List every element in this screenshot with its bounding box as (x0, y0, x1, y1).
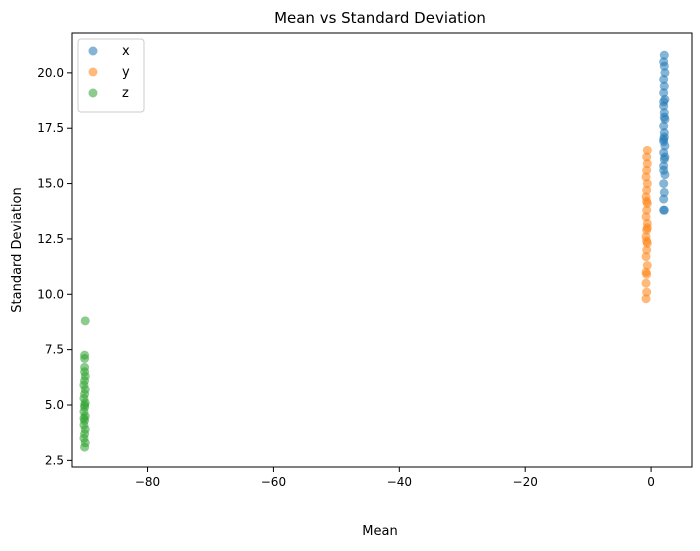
x-tick-label: 0 (647, 475, 655, 489)
series-z (79, 316, 90, 452)
data-point-y (642, 159, 652, 169)
x-tick-label: −80 (135, 475, 160, 489)
data-point-y (642, 245, 652, 255)
data-point-x (659, 57, 669, 67)
data-point-y (642, 205, 652, 215)
data-point-x (659, 187, 669, 197)
data-point-y (642, 185, 652, 195)
data-point-y (642, 236, 652, 246)
x-axis-label: Mean (362, 524, 397, 539)
y-tick-label: 12.5 (37, 232, 64, 246)
legend-marker-x (88, 46, 98, 56)
data-point-y (642, 196, 652, 206)
data-point-y (642, 165, 652, 175)
data-point-y (641, 172, 651, 182)
data-point-y (642, 179, 652, 189)
data-point-x (659, 132, 669, 142)
data-point-x (659, 165, 669, 175)
plot-frame (71, 32, 693, 468)
data-point-y (642, 145, 652, 155)
y-tick-label: 2.5 (45, 453, 64, 467)
y-axis-ticks: 2.5 5.0 7.5 10.0 12.5 15.0 17.5 20.0 (37, 66, 72, 467)
data-point-y (641, 252, 651, 262)
y-tick-label: 17.5 (37, 121, 64, 135)
data-point-y (642, 152, 652, 162)
data-point-x (660, 68, 670, 78)
legend: xyz (77, 38, 145, 113)
x-tick-label: −60 (261, 475, 286, 489)
data-point-x (659, 194, 669, 204)
data-point-y (641, 212, 651, 222)
y-tick-label: 15.0 (37, 177, 64, 191)
data-point-x (659, 81, 669, 91)
data-point-y (642, 223, 652, 233)
data-point-x (659, 121, 669, 131)
y-tick-label: 20.0 (37, 66, 64, 80)
series-y (641, 145, 652, 304)
data-point-z (80, 316, 90, 326)
x-axis-ticks: −80 −60 −40 −20 0 (135, 467, 655, 489)
y-tick-label: 5.0 (45, 398, 64, 412)
data-point-y (642, 287, 652, 297)
data-point-y (641, 267, 651, 277)
series-x (659, 50, 670, 215)
data-point-x (659, 50, 669, 60)
data-point-y (641, 278, 651, 288)
data-point-x (659, 88, 669, 98)
data-point-x (659, 112, 669, 122)
plot-area (79, 50, 670, 452)
x-tick-label: −20 (513, 475, 538, 489)
data-point-y (641, 294, 651, 304)
data-point-x (659, 97, 669, 107)
chart-title: Mean vs Standard Deviation (274, 9, 486, 27)
y-tick-label: 10.0 (37, 287, 64, 301)
data-point-x (659, 179, 669, 189)
data-point-x (659, 75, 669, 84)
legend-label-x: x (122, 44, 130, 59)
legend-marker-y (88, 67, 98, 77)
data-point-y (642, 261, 652, 270)
y-tick-label: 7.5 (45, 343, 64, 357)
data-point-z (80, 400, 90, 410)
data-point-x (660, 152, 670, 162)
legend-marker-z (88, 88, 98, 98)
data-point-z (80, 362, 90, 372)
legend-label-y: y (122, 65, 130, 80)
data-point-z (79, 413, 89, 423)
data-point-z (80, 350, 90, 360)
legend-label-z: z (122, 86, 129, 101)
data-point-x (659, 205, 669, 215)
x-tick-label: −40 (387, 475, 412, 489)
legend-box (77, 38, 145, 113)
y-axis-label: Standard Deviation (10, 187, 25, 312)
